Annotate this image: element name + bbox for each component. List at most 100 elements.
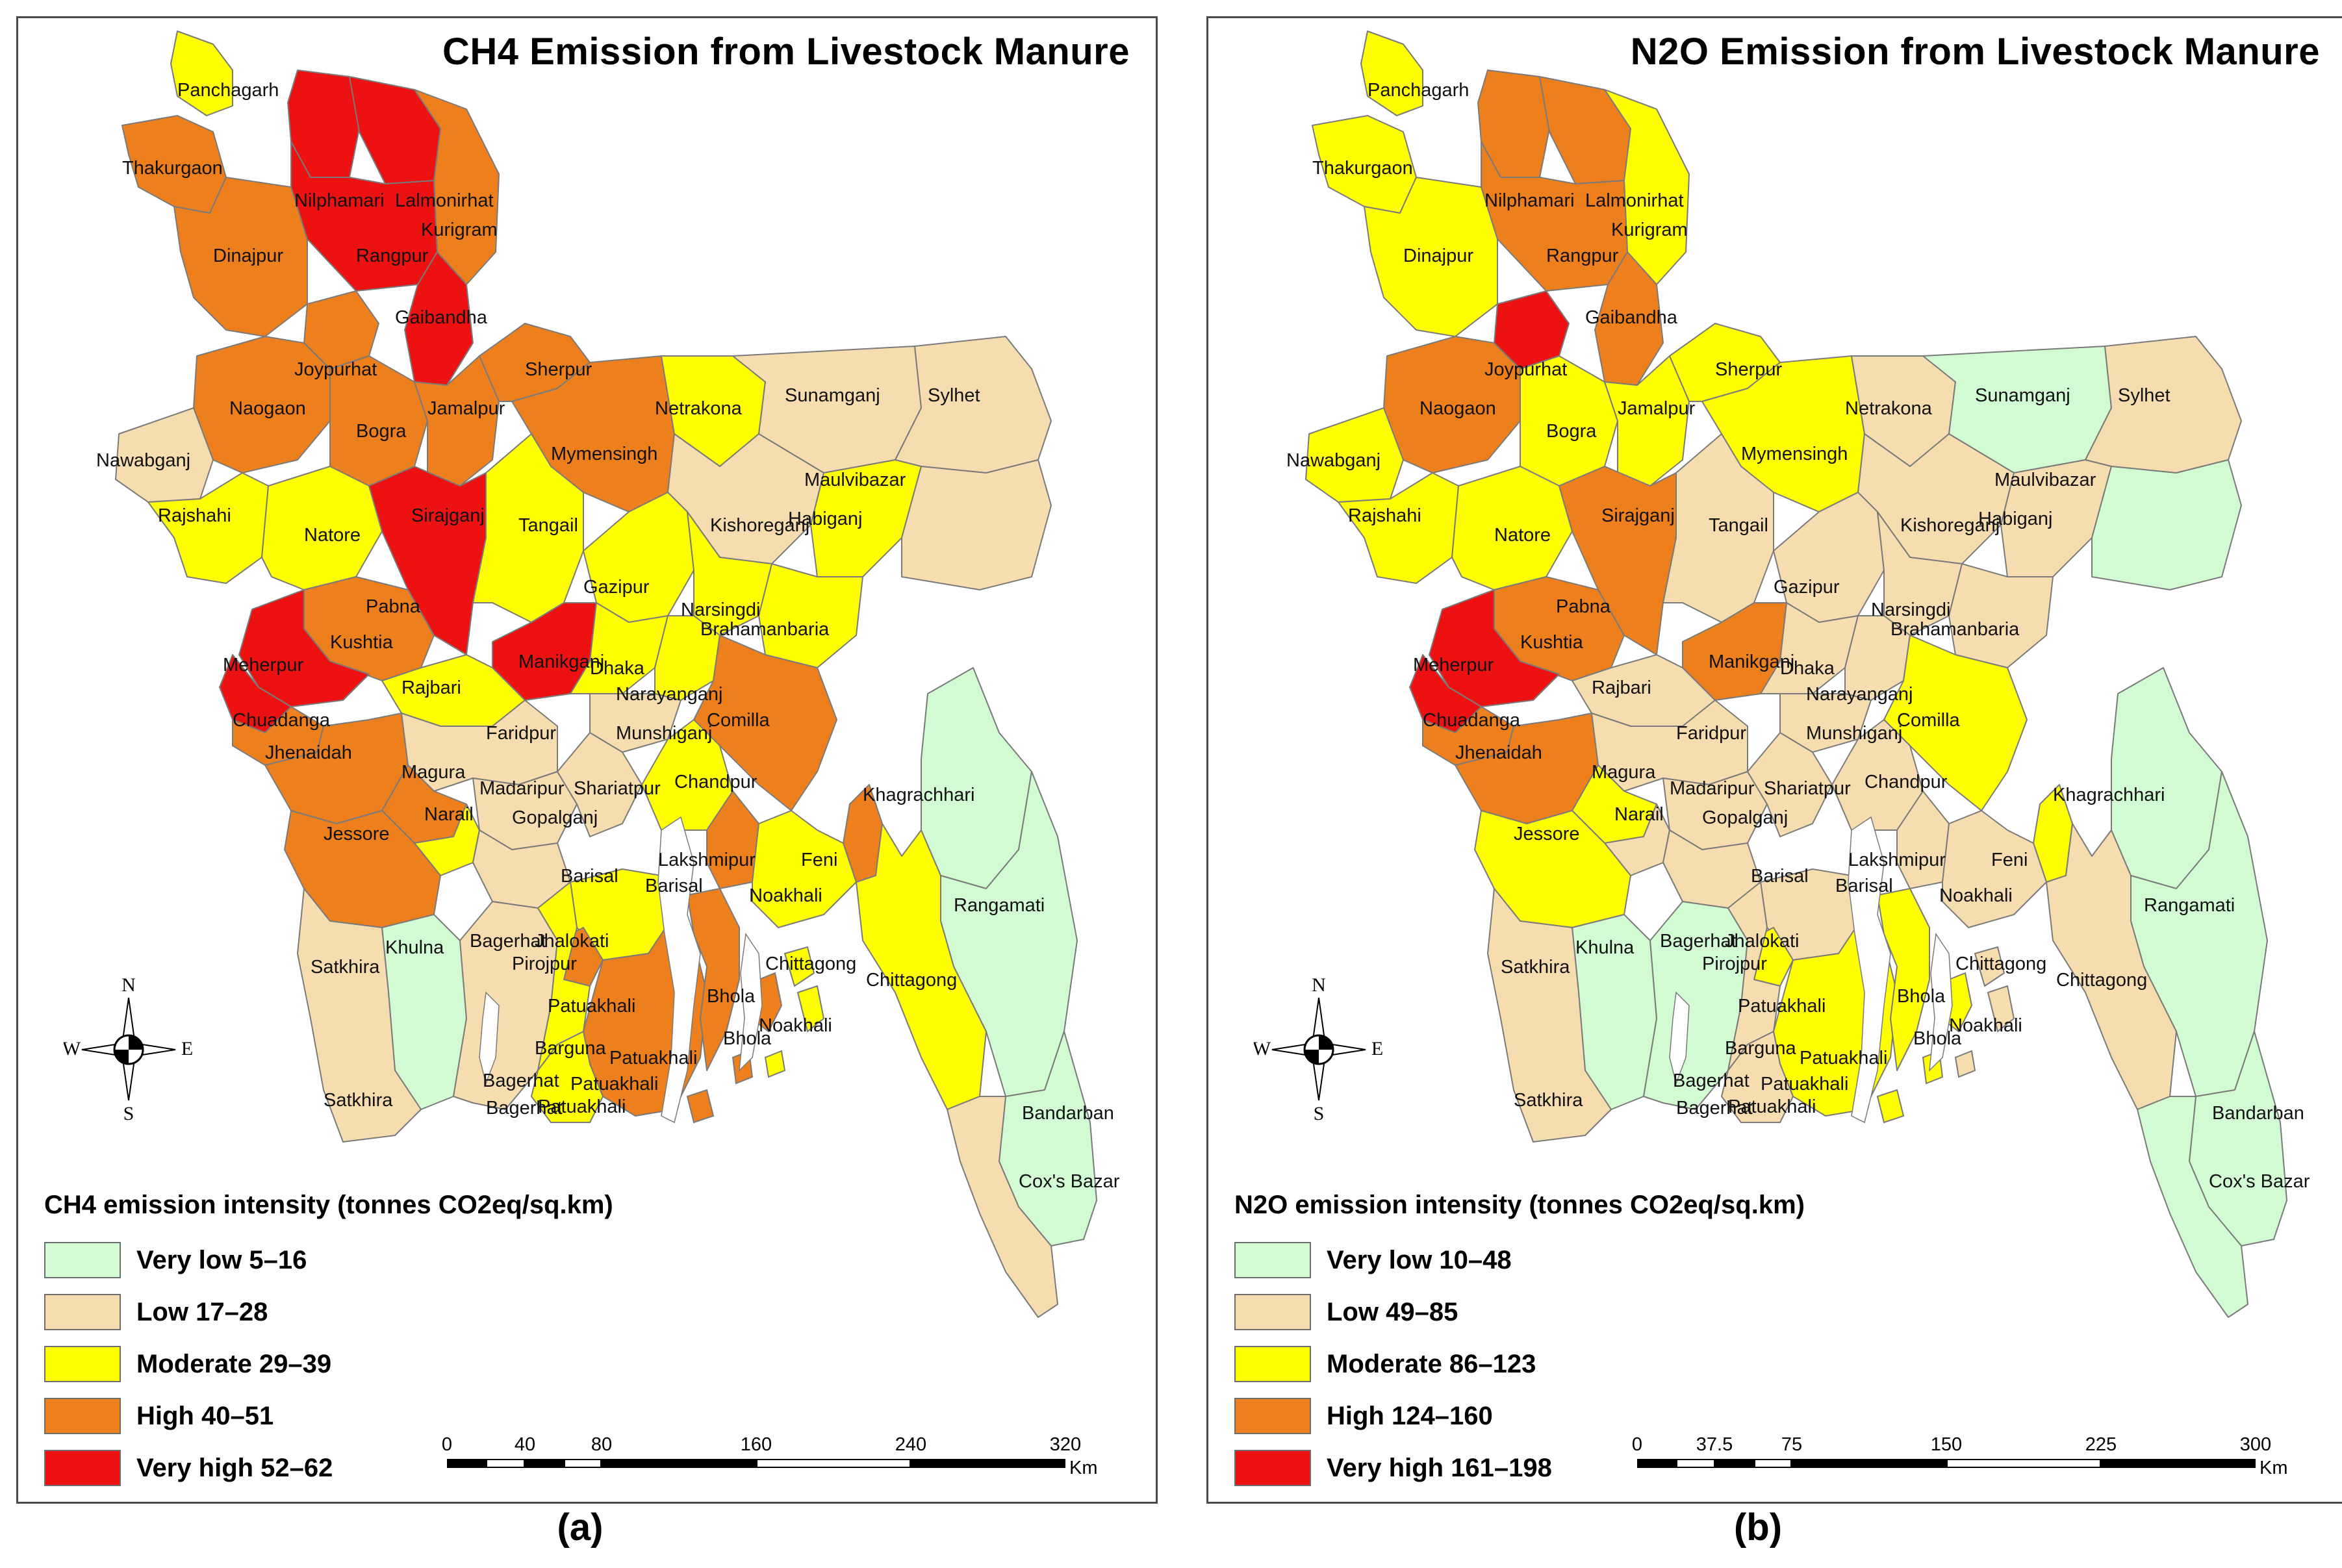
district-label-tangail: Tangail [1709, 515, 1768, 536]
district-label-narayanganj: Narayanganj [616, 684, 722, 705]
district-label-sirajganj: Sirajganj [411, 505, 485, 526]
district-label-patuakhali: Patuakhali [548, 996, 635, 1017]
island-noakhali [1974, 946, 2005, 987]
legend-label: Low 17–28 [136, 1297, 268, 1326]
map-title: CH4 Emission from Livestock Manure [442, 31, 1130, 73]
district-label-kurigram: Kurigram [1611, 220, 1688, 240]
district-label-nawabganj: Nawabganj [1286, 450, 1381, 471]
island-patuakhali [1876, 1089, 1905, 1124]
district-label-chittagong: Chittagong [866, 970, 957, 991]
compass-e: E [181, 1038, 193, 1059]
district-label-gopalganj: Gopalganj [512, 807, 598, 828]
scale-tick: 40 [514, 1434, 536, 1455]
river-estuary [479, 991, 500, 1085]
legend-label: High 40–51 [136, 1401, 274, 1430]
legend-title: N2O emission intensity (tonnes CO2eq/sq.… [1234, 1191, 1805, 1219]
district-label-bhola: Bhola [707, 986, 756, 1007]
district-label-gazipur: Gazipur [583, 577, 650, 598]
districts-layer [1305, 31, 2287, 1318]
district-habiganj [2000, 459, 2112, 577]
district-label-mymensingh: Mymensingh [551, 444, 657, 464]
district-label-kurigram: Kurigram [421, 220, 498, 240]
district-label-chittagong: Chittagong [2056, 970, 2147, 991]
district-narayanganj [654, 615, 720, 701]
district-label-sunamganj: Sunamganj [785, 385, 880, 406]
compass-n: N [1312, 974, 1326, 996]
district-label-comilla: Comilla [707, 710, 770, 731]
island-chittagong [1987, 985, 2015, 1033]
district-label-bandarban: Bandarban [1022, 1103, 1114, 1124]
district-label-naogaon: Naogaon [1419, 398, 1496, 419]
scale-tick: 240 [895, 1434, 927, 1455]
scale-segment [2101, 1459, 2256, 1468]
district-label-rajbari: Rajbari [401, 677, 461, 698]
district-label-feni: Feni [801, 850, 837, 870]
district-bhola [1877, 888, 1930, 1071]
compass-n: N [121, 974, 136, 996]
legend-swatch [44, 1450, 121, 1486]
scale-tick: 160 [740, 1434, 772, 1455]
district-label-jhalokati: Jhalokati [1725, 931, 1799, 952]
legend-item: Very low 10–48 [1234, 1234, 1805, 1286]
district-label-rangamati: Rangamati [2144, 895, 2235, 916]
district-label-gopalganj: Gopalganj [1702, 807, 1788, 828]
district-label-manikganj: Manikganj [518, 651, 604, 672]
scale-tick: 37.5 [1696, 1434, 1733, 1455]
legend-swatch [1234, 1398, 1311, 1434]
legend-item: Very high 52–62 [44, 1442, 613, 1494]
scale-segment [486, 1459, 525, 1468]
district-noakhali [1942, 810, 2047, 928]
district-label-barisal_2: Barisal [1835, 876, 1893, 896]
district-coxsbazar [2137, 1096, 2248, 1318]
district-chittagong [2046, 823, 2177, 1110]
district-habiganj [810, 459, 922, 577]
district-label-jhenaidah: Jhenaidah [265, 742, 352, 763]
district-label-satkhira_2: Satkhira [1514, 1090, 1583, 1111]
legend-item: High 40–51 [44, 1390, 613, 1442]
district-label-sylhet: Sylhet [928, 385, 980, 406]
legend-swatch [1234, 1450, 1311, 1486]
district-label-meherpur: Meherpur [223, 655, 303, 676]
district-label-jessore: Jessore [1514, 824, 1580, 844]
scale-segment [1715, 1459, 1754, 1468]
district-label-bagerhat_2: Bagerhat [1673, 1070, 1750, 1091]
district-label-bagerhat_3: Bagerhat [1676, 1098, 1753, 1119]
district-label-sylhet: Sylhet [2118, 385, 2170, 406]
river-estuary [657, 816, 701, 1124]
caption-b: (b) [1733, 1506, 1783, 1549]
district-label-shariatpur: Shariatpur [574, 778, 661, 799]
district-label-nawabganj: Nawabganj [96, 450, 190, 471]
scale-tick: 300 [2239, 1434, 2272, 1455]
legend-item: Moderate 86–123 [1234, 1338, 1805, 1390]
district-label-madaripur: Madaripur [479, 778, 565, 799]
district-label-noakhali: Noakhali [1939, 885, 2013, 906]
district-noakhali [752, 810, 857, 928]
district-label-lakshmipur: Lakshmipur [658, 850, 756, 870]
river-estuary [1669, 991, 1690, 1085]
north-arrow-icon: N S W E [1254, 974, 1383, 1122]
district-label-jhenaidah: Jhenaidah [1455, 742, 1542, 763]
district-bhola [687, 888, 740, 1071]
scale-segment [525, 1459, 564, 1468]
district-label-khulna: Khulna [1575, 937, 1635, 958]
district-label-barisal_2: Barisal [645, 876, 703, 896]
island-noakhali [783, 946, 815, 987]
district-label-comilla: Comilla [1897, 710, 1961, 731]
district-label-munshiganj: Munshiganj [1806, 723, 1902, 744]
scale-segment [1754, 1459, 1792, 1468]
scale-tick: 225 [2085, 1434, 2117, 1455]
district-label-noakhali: Noakhali [749, 885, 822, 906]
legend-swatch [44, 1242, 121, 1278]
legend-label: Moderate 29–39 [136, 1349, 332, 1378]
legend-item: Very high 161–198 [1234, 1442, 1805, 1494]
district-label-jhalokati: Jhalokati [535, 931, 609, 952]
scale-tick: 0 [1631, 1434, 1643, 1455]
district-label-habiganj: Habiganj [788, 509, 862, 529]
district-shariatpur [557, 732, 643, 837]
island-patuakhali [686, 1089, 715, 1124]
district-label-lalmonirhat: Lalmonirhat [395, 190, 494, 211]
district-label-pabna: Pabna [1556, 596, 1611, 617]
district-kushtia [238, 589, 370, 707]
district-label-bagerhat: Bagerhat [470, 931, 546, 952]
district-label-chittagong_2: Chittagong [765, 954, 856, 974]
